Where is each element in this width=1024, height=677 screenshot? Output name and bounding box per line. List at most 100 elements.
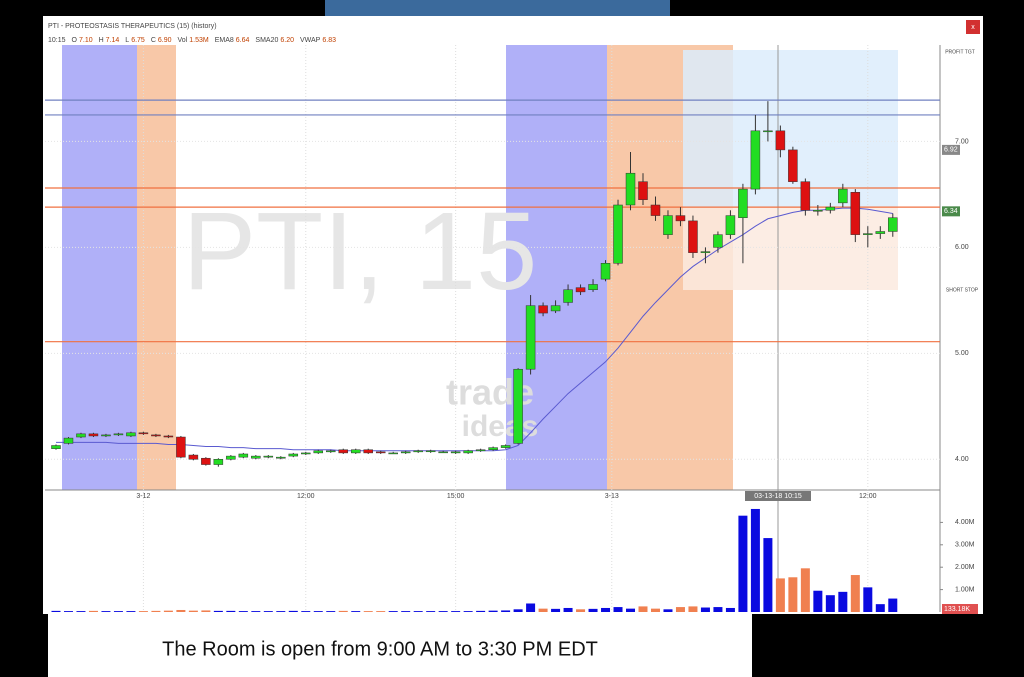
candle-body <box>650 204 661 216</box>
window-title: PTI - PROTEOSTASIS THERAPEUTICS (15) (hi… <box>48 23 217 30</box>
candle-body <box>326 450 336 453</box>
y-tick-label: 7.00 <box>955 138 969 145</box>
volume-bar <box>588 608 598 612</box>
header-value: 7.14 <box>106 37 120 44</box>
sma-line <box>55 207 893 452</box>
candle-body <box>700 251 711 253</box>
volume-bar <box>401 611 411 612</box>
header-label: SMA20 <box>255 37 278 44</box>
volume-bar <box>338 610 348 612</box>
volume-bar <box>576 609 586 612</box>
candle-body <box>575 287 586 293</box>
logo: ideas <box>462 410 539 443</box>
volume-bar <box>363 611 373 612</box>
volume-bar <box>151 610 161 612</box>
header-label: O <box>72 37 78 44</box>
x-tick-label: 12:00 <box>859 493 877 500</box>
candle-body <box>375 451 386 454</box>
close-icon[interactable]: x <box>971 24 975 31</box>
volume-tick-label: 4.00M <box>955 519 975 526</box>
candle-body <box>313 450 324 454</box>
candle-body <box>101 434 111 437</box>
volume-bar <box>563 607 573 612</box>
candle-body <box>51 445 61 449</box>
candle-body <box>738 188 748 218</box>
volume-bar <box>875 604 885 612</box>
volume-bar <box>63 611 73 612</box>
volume-bar <box>176 609 186 612</box>
volume-bar <box>650 608 660 612</box>
volume-bar <box>738 515 748 612</box>
candle-body <box>400 451 411 454</box>
candle-body <box>88 433 99 437</box>
header-label: EMA8 <box>215 37 234 44</box>
header-values: 10:15 O 7.10 H 7.14 L 6.75 C 6.90 Vol 1.53M EMA8 6.6… <box>48 37 336 44</box>
candle-body <box>201 457 211 465</box>
candle-body <box>151 434 161 437</box>
volume-bar <box>850 575 860 612</box>
y-tick-label: 5.00 <box>955 350 969 357</box>
volume-bar <box>526 603 536 612</box>
candle-body <box>688 220 698 253</box>
header-value: 6.90 <box>158 37 172 44</box>
candle-body <box>875 231 886 234</box>
volume-bar <box>263 611 273 612</box>
header-label: VWAP <box>300 37 321 44</box>
candle-body <box>488 447 498 450</box>
volume-bar <box>426 611 436 612</box>
candle-body <box>813 210 823 212</box>
candle-body <box>750 130 761 190</box>
volume-bar <box>438 611 448 612</box>
candle-body <box>613 204 623 264</box>
header-label: 10:15 <box>48 37 66 44</box>
candle-body <box>350 449 361 454</box>
volume-bar <box>626 608 636 612</box>
y-tick-label: 6.00 <box>955 244 969 251</box>
header-value: 6.75 <box>131 37 145 44</box>
premarket-shade <box>62 45 137 490</box>
candle-body <box>388 452 398 455</box>
caption: The Room is open from 9:00 AM to 3:30 PM… <box>162 638 598 660</box>
volume-bar <box>613 607 623 612</box>
candle-body <box>838 188 848 204</box>
volume-bar <box>376 611 386 612</box>
volume-bar <box>675 607 685 612</box>
candle-body <box>663 215 673 235</box>
volume-bar <box>101 611 111 612</box>
candle-body <box>263 455 274 458</box>
volume-bar <box>163 610 173 612</box>
crosshair-label: 03-13-18 10:15 <box>754 493 802 500</box>
caption-area <box>48 612 752 677</box>
volume-tick-label: 2.00M <box>955 564 975 571</box>
volume-bar <box>538 608 548 612</box>
candle-body <box>238 453 249 458</box>
open-shade <box>137 45 176 490</box>
volume-marker <box>942 604 978 614</box>
x-tick-label: 12:00 <box>297 493 315 500</box>
crosshair-box <box>745 491 811 501</box>
volume-bar <box>813 590 823 612</box>
header-value: 6.64 <box>236 37 250 44</box>
volume-bar <box>888 598 898 612</box>
volume-bar <box>188 610 198 612</box>
volume-bar <box>750 508 760 612</box>
profit-zone <box>683 50 898 207</box>
candle-body <box>338 449 349 454</box>
volume-marker-label: 133.18K <box>944 606 970 613</box>
candle-body <box>825 206 836 211</box>
close-button[interactable] <box>966 20 980 34</box>
candle-body <box>301 452 311 455</box>
candle-body <box>550 305 561 312</box>
x-tick-label: 3-13 <box>605 493 619 500</box>
header-value: 6.83 <box>322 37 336 44</box>
candle-body <box>276 456 286 459</box>
x-tick-label: 15:00 <box>447 493 465 500</box>
candle-body <box>251 455 261 459</box>
volume-bar <box>126 611 136 612</box>
profit-label: PROFIT TGT <box>945 49 975 55</box>
volume-bar <box>488 610 498 612</box>
candle-body <box>888 217 898 232</box>
candle-body <box>788 149 798 182</box>
volume-bar <box>700 607 710 612</box>
